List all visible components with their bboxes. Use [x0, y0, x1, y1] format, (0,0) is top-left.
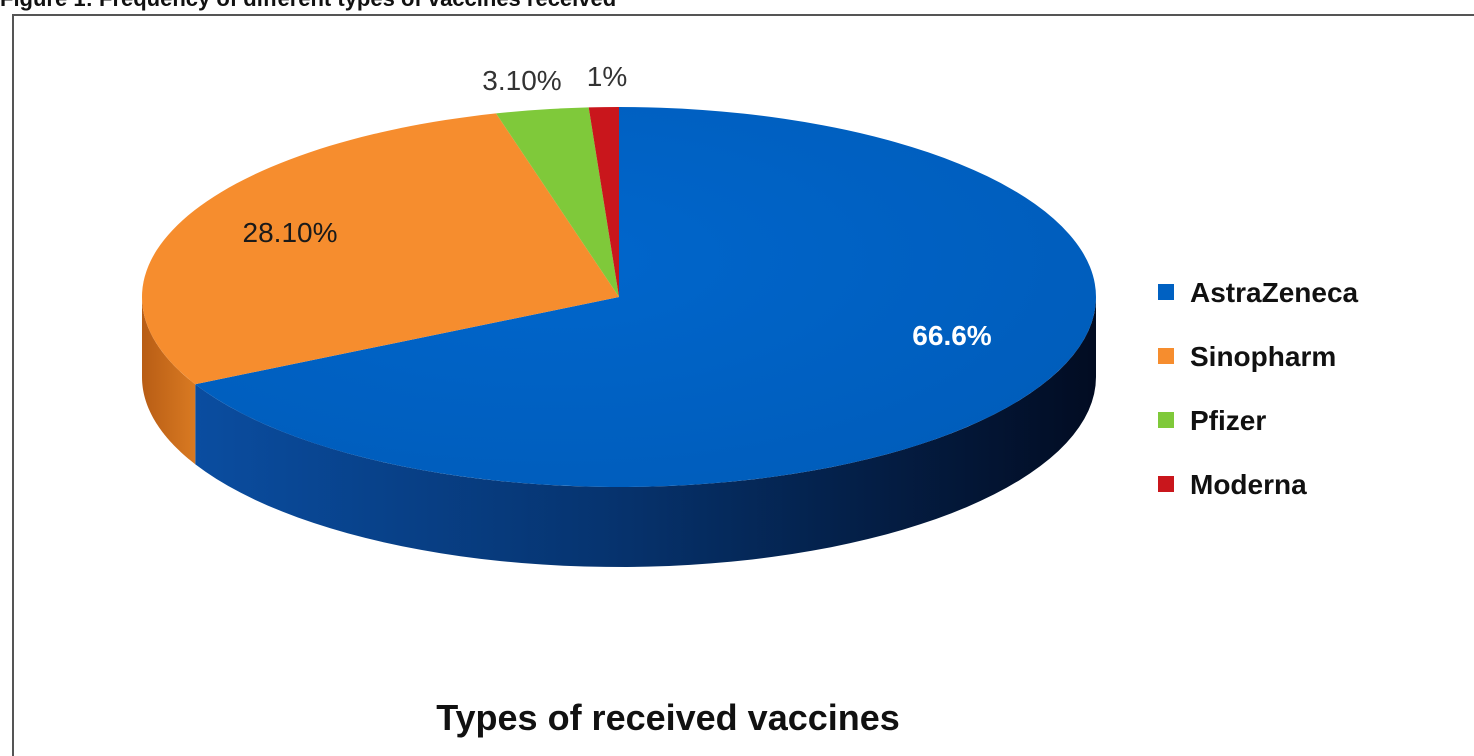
figure-caption: Figure 1: Frequency of different types o…: [0, 0, 616, 12]
pie-slice-sinopharm: [141, 113, 619, 385]
legend-label-pfizer: Pfizer: [1190, 405, 1266, 436]
pie-sides: [142, 297, 1097, 567]
legend-label-moderna: Moderna: [1190, 469, 1307, 500]
chart-title: Types of received vaccines: [436, 697, 900, 738]
legend-swatch-astrazeneca: [1158, 284, 1174, 300]
legend-swatch-sinopharm: [1158, 348, 1174, 364]
data-label-sinopharm: 28.10%: [243, 217, 338, 248]
data-label-pfizer: 3.10%: [482, 65, 561, 96]
chart-frame: [12, 14, 1474, 756]
data-label-astrazeneca: 66.6%: [912, 320, 991, 351]
legend-swatch-moderna: [1158, 476, 1174, 492]
legend-label-astrazeneca: AstraZeneca: [1190, 277, 1359, 308]
pie-side-sinopharm: [142, 297, 196, 465]
legend: AstraZeneca Sinopharm Pfizer Moderna: [1158, 277, 1359, 500]
slice-labels: 66.6% 28.10% 3.10% 1%: [243, 61, 992, 351]
legend-swatch-pfizer: [1158, 412, 1174, 428]
legend-label-sinopharm: Sinopharm: [1190, 341, 1336, 372]
pie-slice-pfizer: [496, 107, 619, 297]
data-label-moderna: 1%: [587, 61, 627, 92]
pie-slice-moderna: [588, 106, 619, 297]
pie-side-astrazeneca: [195, 297, 1097, 567]
pie-slice-astrazeneca: [195, 107, 1096, 487]
pie-slices: [141, 106, 1096, 487]
